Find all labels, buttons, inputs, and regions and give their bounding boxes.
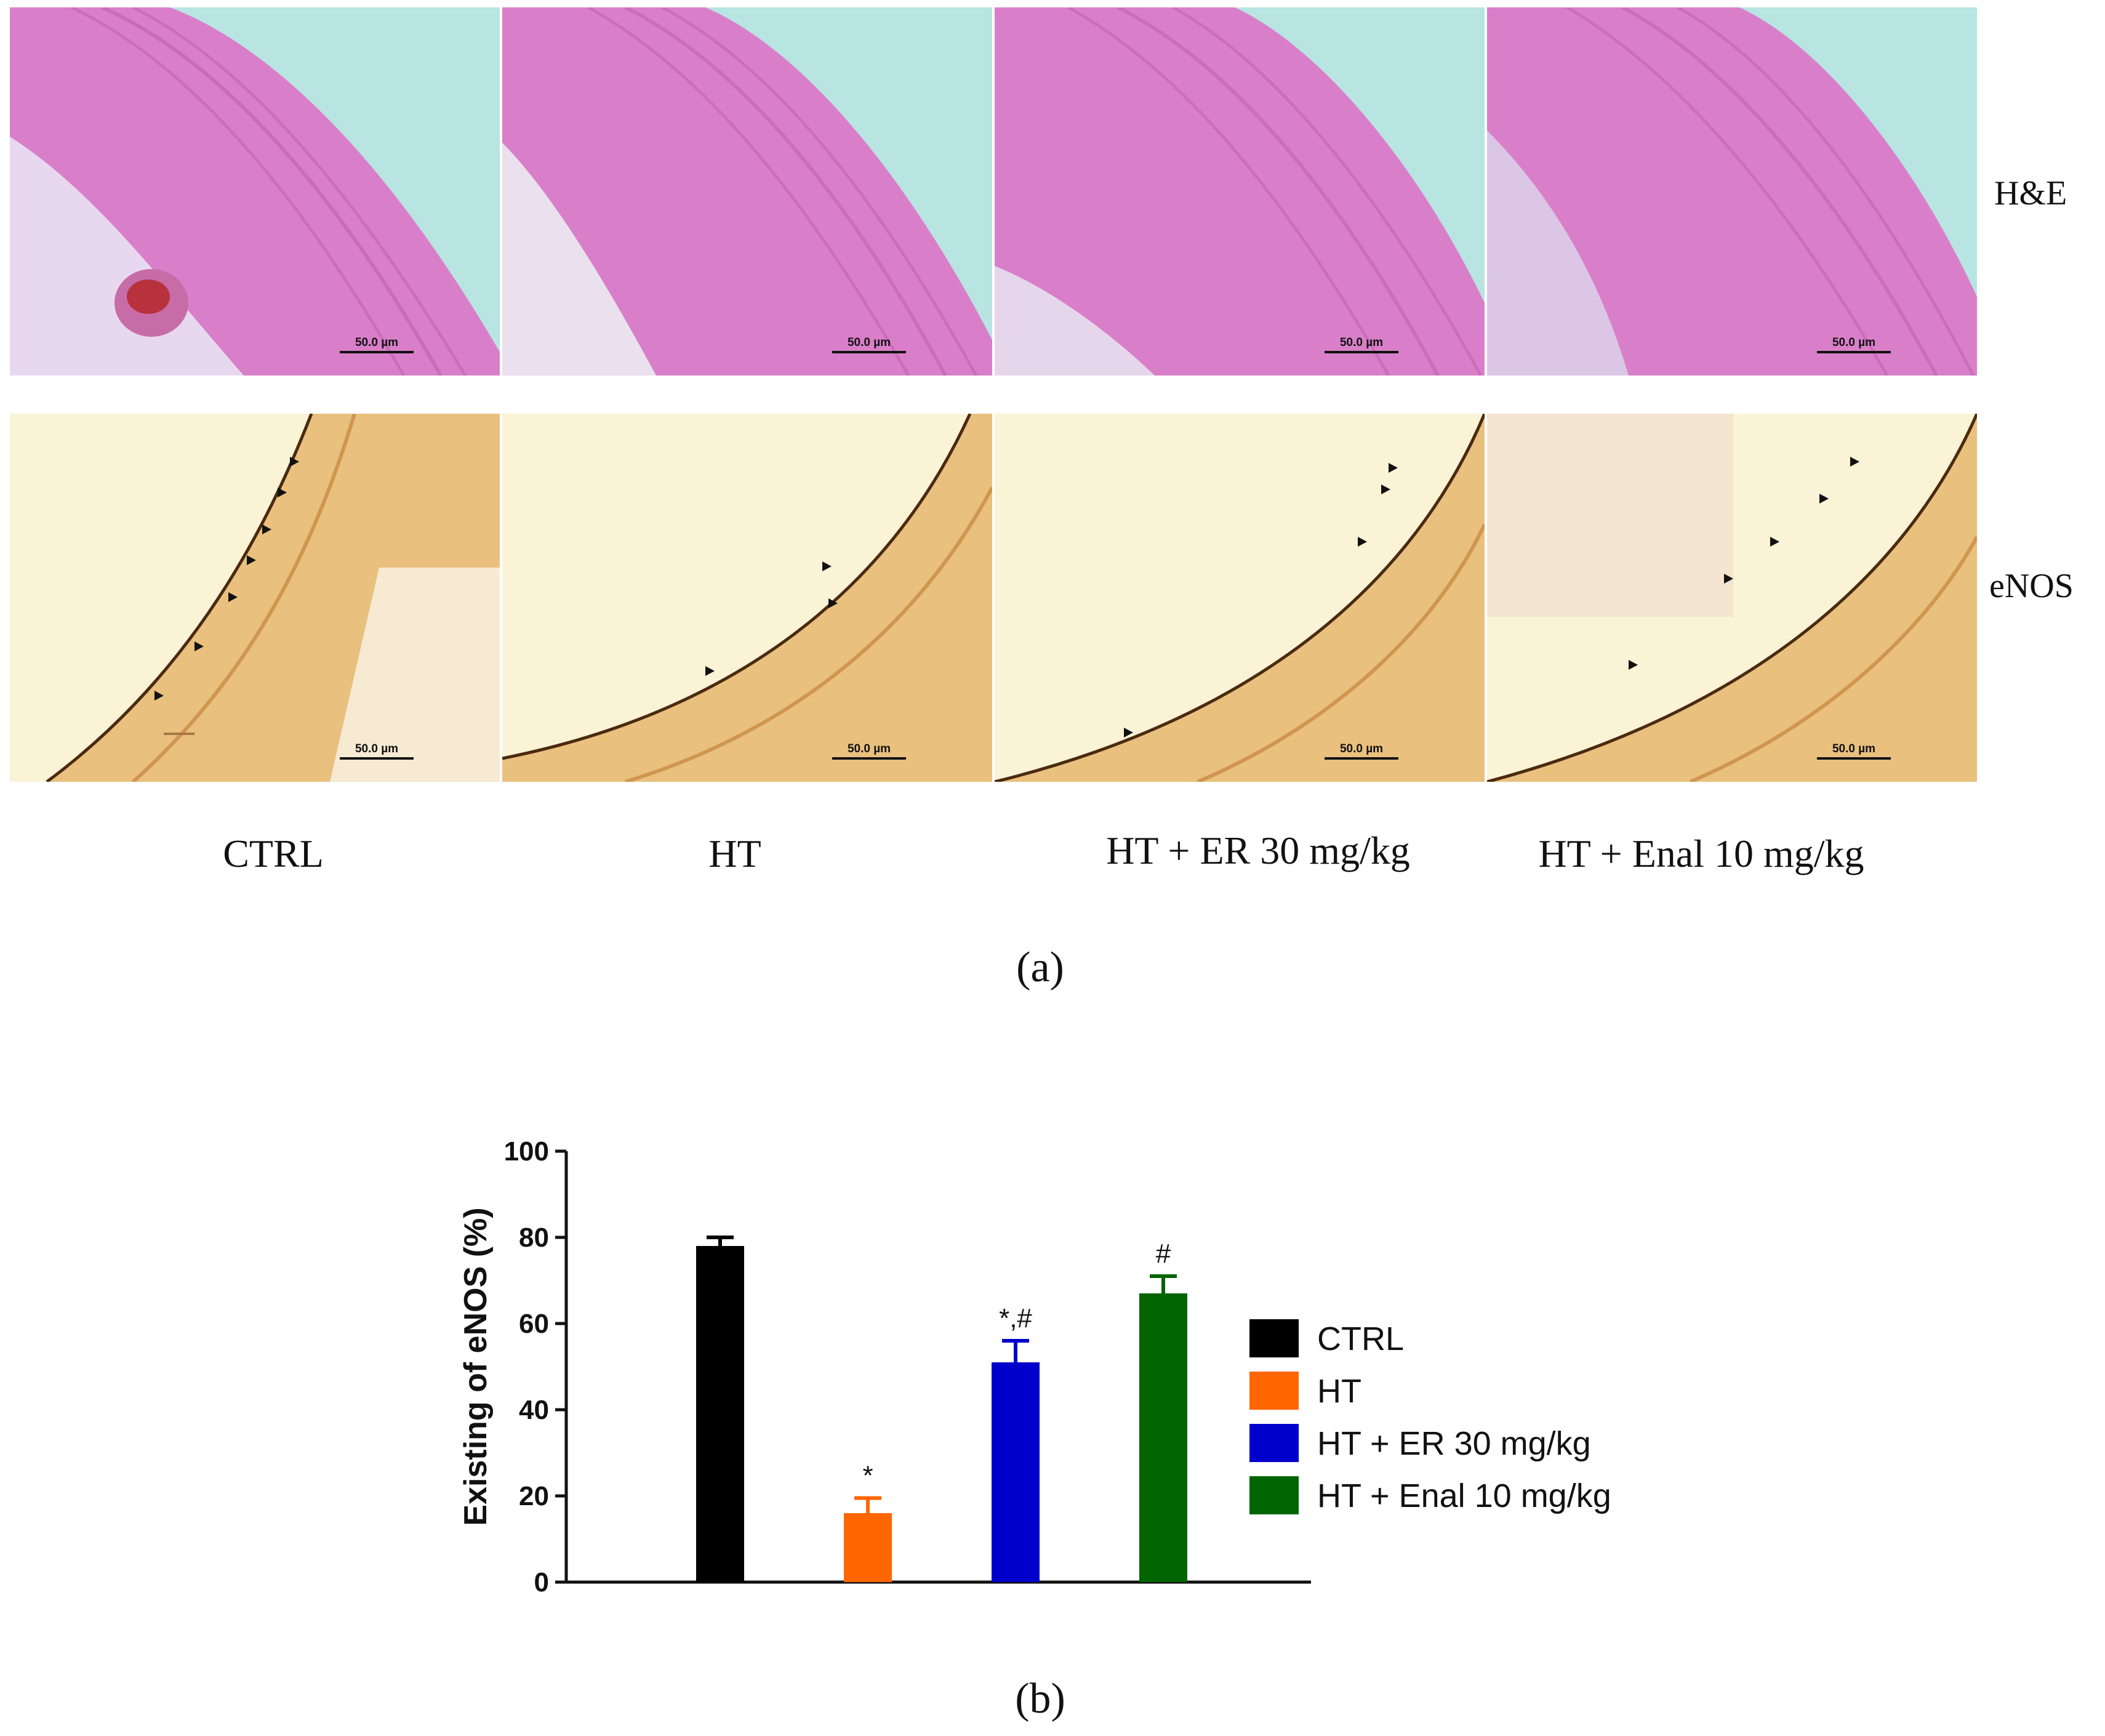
column-label-ht: HT (708, 832, 761, 875)
bar-1 (844, 1513, 892, 1582)
scale-bar: 50.0 µm (1817, 742, 1891, 760)
scale-bar-line (832, 351, 906, 353)
enos-image-er: 50.0 µm (995, 414, 1485, 782)
scale-bar: 50.0 µm (1817, 336, 1891, 353)
bar-3 (1139, 1293, 1187, 1582)
he-image-er: 50.0 µm (995, 7, 1485, 376)
y-tick-label: 80 (519, 1223, 549, 1253)
scale-bar-line (1325, 351, 1398, 353)
scale-bar: 50.0 µm (340, 742, 414, 760)
he-image-ht: 50.0 µm (502, 7, 992, 376)
he-tissue-ctrl (10, 7, 500, 376)
bar-2 (992, 1362, 1040, 1582)
y-tick-label: 0 (534, 1567, 549, 1597)
scale-bar-label: 50.0 µm (1339, 742, 1384, 755)
scale-bar-label: 50.0 µm (1832, 742, 1876, 755)
legend-swatch-0 (1249, 1319, 1299, 1357)
enos-image-enal: 50.0 µm (1487, 414, 1977, 782)
y-tick-label: 60 (519, 1309, 549, 1339)
y-tick-label: 40 (519, 1395, 549, 1425)
y-tick-label: 100 (504, 1136, 549, 1167)
y-axis-title: Existing of eNOS (%) (458, 1207, 494, 1525)
he-tissue-enal (1487, 7, 1977, 376)
enos-tissue-ctrl (46, 414, 500, 782)
enos-image-ht: 50.0 µm (502, 414, 992, 782)
column-label-er: HT + ER 30 mg/kg (1106, 829, 1410, 872)
scale-bar-line (1817, 757, 1891, 760)
scale-bar: 50.0 µm (1325, 742, 1398, 760)
legend-swatch-1 (1249, 1372, 1299, 1410)
legend-label-3: HT + Enal 10 mg/kg (1317, 1477, 1611, 1514)
panel-a-label: (a) (1016, 944, 1064, 991)
scale-bar-line (340, 757, 414, 760)
scale-bar-label: 50.0 µm (355, 336, 399, 349)
scale-bar-label: 50.0 µm (355, 742, 399, 755)
scale-bar-label: 50.0 µm (1339, 336, 1384, 349)
row-label-enos: eNOS (1989, 567, 2074, 605)
he-image-enal: 50.0 µm (1487, 7, 1977, 376)
enos-tissue-enal (1487, 414, 1977, 782)
scale-bar-label: 50.0 µm (847, 336, 891, 349)
legend-label-0: CTRL (1317, 1320, 1404, 1357)
enos-tissue-ht (502, 414, 992, 782)
he-image-ctrl: 50.0 µm (10, 7, 500, 376)
bar-0 (696, 1246, 744, 1582)
legend-swatch-3 (1249, 1476, 1299, 1514)
he-tissue-ht (502, 7, 992, 376)
column-label-ctrl: CTRL (223, 832, 324, 875)
scale-bar-label: 50.0 µm (1832, 336, 1876, 349)
column-label-enal: HT + Enal 10 mg/kg (1538, 832, 1864, 875)
chart-axes: 0 20 40 60 80 100 Existing of eNOS (%) (458, 1136, 1311, 1597)
legend-swatch-2 (1249, 1424, 1299, 1462)
panel-b-label: (b) (1015, 1675, 1065, 1722)
enos-image-ctrl: 50.0 µm (10, 414, 500, 782)
scale-bar-line (340, 351, 414, 353)
legend-label-2: HT + ER 30 mg/kg (1317, 1425, 1591, 1462)
scale-bar: 50.0 µm (1325, 336, 1398, 353)
scale-bar: 50.0 µm (340, 336, 414, 353)
scale-bar-label: 50.0 µm (847, 742, 891, 755)
chart-legend: CTRL HT HT + ER 30 mg/kg HT + Enal 10 mg/kg (1249, 1319, 1611, 1514)
scale-bar-line (832, 757, 906, 760)
scale-bar: 50.0 µm (832, 742, 906, 760)
y-tick-label: 20 (519, 1481, 549, 1511)
legend-label-1: HT (1317, 1373, 1361, 1410)
he-tissue-er (995, 7, 1485, 376)
scale-bar-line (1325, 757, 1398, 760)
significance-label-2: *,# (999, 1303, 1032, 1333)
significance-label-3: # (1156, 1239, 1171, 1269)
enos-tissue-er (995, 414, 1485, 782)
scale-bar: 50.0 µm (832, 336, 906, 353)
enos-bar-chart: 0 20 40 60 80 100 Existing of eNOS (%) * *,# # C… (458, 1136, 1611, 1597)
chart-bars: * *,# # (696, 1236, 1187, 1582)
significance-label-1: * (862, 1461, 873, 1491)
row-label-he: H&E (1994, 174, 2067, 212)
scale-bar-line (1817, 351, 1891, 353)
